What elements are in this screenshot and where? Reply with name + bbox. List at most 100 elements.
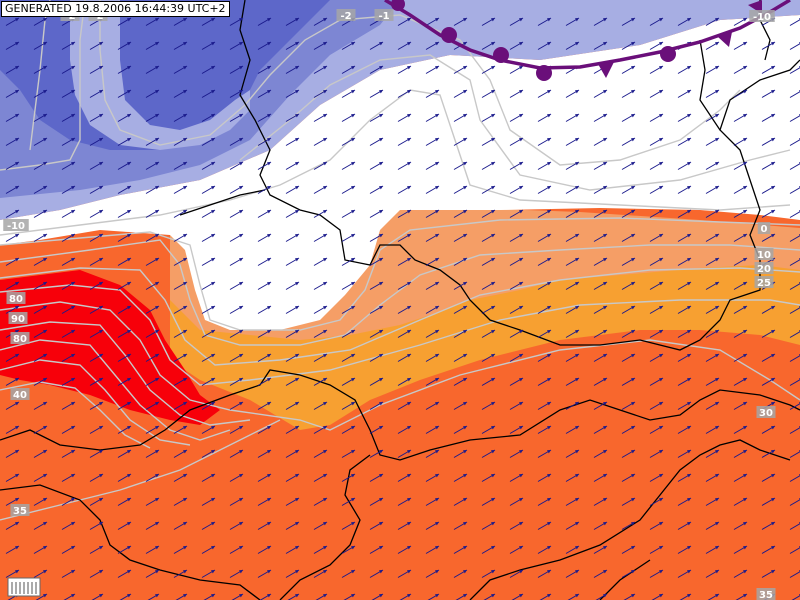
wind-arrow-head xyxy=(686,594,691,598)
wind-arrow-head xyxy=(182,354,187,358)
contour-label-bg xyxy=(754,248,774,260)
wind-arrow-head xyxy=(518,570,523,574)
wind-arrow-head xyxy=(14,18,19,22)
wind-arrow-head xyxy=(406,282,411,286)
wind-arrow-head xyxy=(14,546,19,550)
wind-arrow-head xyxy=(490,42,495,46)
wind-arrow-head xyxy=(154,138,159,142)
wind-arrow-head xyxy=(434,210,439,214)
wind-arrow-head xyxy=(546,282,551,286)
wind-arrow-head xyxy=(658,210,663,214)
wind-arrow-head xyxy=(238,474,243,478)
wind-arrow-head xyxy=(350,66,355,70)
wind-arrow-head xyxy=(70,90,75,94)
wind-arrow-head xyxy=(714,474,719,478)
wind-arrow-head xyxy=(434,522,439,526)
wind-arrow-head xyxy=(630,546,635,550)
wind-arrow-head xyxy=(42,66,47,70)
wind-arrow-head xyxy=(98,114,103,118)
wind-arrow-head xyxy=(322,42,327,46)
wind-arrow-head xyxy=(266,570,271,574)
wind-arrow-head xyxy=(42,546,47,550)
wind-arrow-head xyxy=(378,330,383,334)
wind-arrow-head xyxy=(686,330,691,334)
wind-arrow-head xyxy=(574,138,579,142)
wind-arrow-head xyxy=(462,18,467,22)
wind-arrow-head xyxy=(210,138,215,142)
wind-arrow-head xyxy=(686,66,691,70)
wind-arrow-head xyxy=(770,138,775,142)
wind-arrow-head xyxy=(490,546,495,550)
contour-line xyxy=(0,267,800,366)
wind-arrow-head xyxy=(322,234,327,238)
wind-arrow-head xyxy=(518,330,523,334)
wind-arrow-head xyxy=(742,546,747,550)
wind-arrow-head xyxy=(574,522,579,526)
wind-arrow-head xyxy=(602,594,607,598)
wind-arrow xyxy=(789,331,800,338)
wind-arrow-head xyxy=(574,18,579,22)
wind-arrow-head xyxy=(98,354,103,358)
wind-arrow-head xyxy=(210,378,215,382)
wind-arrow-head xyxy=(98,570,103,574)
wind-arrow-head xyxy=(658,66,663,70)
wind-arrow-head xyxy=(770,162,775,166)
wind-arrow-head xyxy=(238,162,243,166)
wind-arrow-head xyxy=(70,66,75,70)
wind-arrow-head xyxy=(714,354,719,358)
wind-arrow-head xyxy=(238,234,243,238)
wind-arrow-head xyxy=(98,234,103,238)
wind-arrow-head xyxy=(518,90,523,94)
wind-arrow-head xyxy=(686,450,691,454)
wind-arrow-head xyxy=(490,306,495,310)
wind-arrow-head xyxy=(42,426,47,430)
contour-line xyxy=(239,54,791,191)
wind-arrow-head xyxy=(574,474,579,478)
front-cold-symbol xyxy=(598,62,614,78)
contour-label: 80 xyxy=(9,294,23,305)
wind-arrow-head xyxy=(462,114,467,118)
wind-arrow-head xyxy=(770,330,775,334)
wind-arrow-head xyxy=(546,450,551,454)
wind-arrow-head xyxy=(378,498,383,502)
wind-arrow-head xyxy=(686,234,691,238)
wind-arrow-head xyxy=(182,546,187,550)
wind-arrow-head xyxy=(378,378,383,382)
wind-arrow-head xyxy=(630,258,635,262)
wind-arrow-head xyxy=(742,138,747,142)
wind-arrow-head xyxy=(42,450,47,454)
wind-arrow-head xyxy=(546,234,551,238)
wind-arrow-head xyxy=(294,378,299,382)
wind-arrow-head xyxy=(630,474,635,478)
wind-arrow-head xyxy=(294,306,299,310)
wind-arrow-head xyxy=(210,210,215,214)
wind-arrow-head xyxy=(238,522,243,526)
border-line xyxy=(469,439,791,600)
contour-line xyxy=(0,217,800,331)
wind-arrow-head xyxy=(126,354,131,358)
wind-arrow-head xyxy=(350,90,355,94)
wind-arrow xyxy=(789,475,800,482)
wind-arrow-head xyxy=(70,234,75,238)
wind-arrow-head xyxy=(182,18,187,22)
contour-label-bg xyxy=(757,222,771,234)
wind-arrow-head xyxy=(602,42,607,46)
wind-arrow-head xyxy=(126,186,131,190)
wind-arrow-head xyxy=(294,258,299,262)
wind-arrow-head xyxy=(434,66,439,70)
wind-arrow-head xyxy=(266,282,271,286)
wind-arrow-head xyxy=(266,258,271,262)
wind-arrow xyxy=(789,163,800,170)
wind-arrow-head xyxy=(266,330,271,334)
wind-arrow-head xyxy=(98,378,103,382)
wind-arrow-head xyxy=(210,546,215,550)
wind-arrow-head xyxy=(434,402,439,406)
wind-arrow-head xyxy=(434,546,439,550)
wind-arrow-head xyxy=(490,426,495,430)
wind-arrow-head xyxy=(126,42,131,46)
wind-arrow-head xyxy=(14,42,19,46)
wind-arrow-head xyxy=(406,258,411,262)
wind-arrow-head xyxy=(126,234,131,238)
wind-arrow-head xyxy=(70,402,75,406)
wind-arrow-head xyxy=(462,186,467,190)
